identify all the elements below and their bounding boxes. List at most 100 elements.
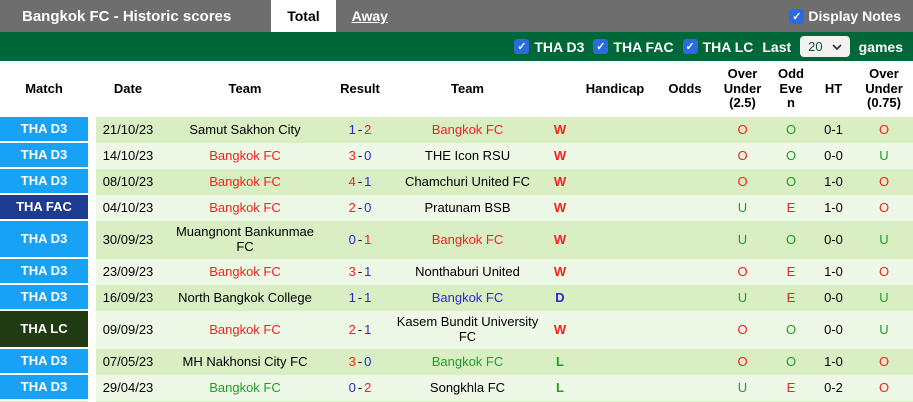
away-goals: 1	[364, 321, 372, 337]
result-letter: W	[545, 259, 575, 285]
home-goals: 4	[348, 173, 356, 189]
home-goals: 2	[348, 321, 356, 337]
column-divider	[88, 221, 96, 259]
odd-even-value: O	[770, 169, 812, 195]
games-label: games	[858, 38, 903, 55]
away-team-name: Chamchuri United FC	[405, 173, 530, 189]
odds-value	[655, 285, 715, 311]
league-badge: THA LC	[0, 311, 88, 349]
filter-tha-d3[interactable]: ✓ THA D3	[514, 39, 584, 55]
check-icon: ✓	[596, 41, 606, 53]
halftime-score: 1-0	[812, 349, 855, 375]
header-ht: HT	[824, 80, 843, 96]
filter-tha-fac[interactable]: ✓ THA FAC	[593, 39, 674, 55]
tab-away[interactable]: Away	[336, 0, 404, 32]
match-score: 3-0	[330, 349, 390, 375]
home-team: Bangkok FC	[160, 195, 330, 221]
table-header: Match Date Team Result Team Handicap Odd…	[0, 61, 913, 117]
tha-lc-checkbox[interactable]: ✓	[682, 39, 698, 54]
home-goals: 0	[348, 231, 356, 247]
match-date: 08/10/23	[96, 169, 160, 195]
match-date: 04/10/23	[96, 195, 160, 221]
odds-value	[655, 143, 715, 169]
home-team: Bangkok FC	[160, 169, 330, 195]
header-wdl	[545, 61, 575, 117]
home-goals: 3	[348, 147, 356, 163]
away-goals: 1	[364, 173, 372, 189]
result-letter: D	[545, 285, 575, 311]
league-badge: THA D3	[0, 285, 88, 311]
home-goals: 1	[348, 289, 356, 305]
header-odd-even: Odd Even	[778, 66, 804, 111]
league-label: THA D3	[20, 230, 68, 246]
result-letter: W	[545, 311, 575, 349]
column-divider	[88, 169, 96, 195]
away-goals: 2	[364, 121, 372, 137]
filter-tha-lc[interactable]: ✓ THA LC	[682, 39, 753, 55]
over-under-25-value: U	[715, 221, 770, 259]
league-badge: THA FAC	[0, 195, 88, 221]
home-team-name: Bangkok FC	[209, 147, 281, 163]
table-row: THA D3 30/09/23 Muangnont Bankunmae FC 0…	[0, 221, 913, 259]
league-badge: THA D3	[0, 169, 88, 195]
table-row: THA D3 16/09/23 North Bangkok College 1-…	[0, 285, 913, 311]
league-badge: THA D3	[0, 117, 88, 143]
over-under-075-value: O	[855, 169, 913, 195]
column-divider	[88, 61, 96, 117]
halftime-score: 0-2	[812, 375, 855, 401]
score-dash: -	[357, 379, 363, 395]
home-goals: 3	[348, 263, 356, 279]
match-date: 16/09/23	[96, 285, 160, 311]
over-under-075-value: U	[855, 143, 913, 169]
away-team-name: Bangkok FC	[431, 231, 504, 247]
odds-value	[655, 195, 715, 221]
home-team-name: Bangkok FC	[209, 199, 281, 215]
match-score: 2-0	[330, 195, 390, 221]
odds-value	[655, 169, 715, 195]
column-divider	[88, 143, 96, 169]
match-score: 0-1	[330, 221, 390, 259]
away-team: Songkhla FC	[390, 375, 545, 401]
header-team-away: Team	[451, 80, 484, 96]
league-label: THA FAC	[16, 198, 72, 214]
over-under-25-value: U	[715, 195, 770, 221]
display-notes-toggle[interactable]: ✓ Display Notes	[789, 0, 913, 32]
check-icon: ✓	[685, 41, 695, 53]
tha-fac-checkbox[interactable]: ✓	[593, 39, 609, 54]
tha-d3-checkbox[interactable]: ✓	[514, 39, 530, 54]
score-dash: -	[357, 173, 363, 189]
league-label: THA D3	[20, 120, 68, 136]
score-dash: -	[357, 321, 363, 337]
away-goals: 2	[364, 379, 372, 395]
home-team-name: Bangkok FC	[209, 173, 281, 189]
home-team: Bangkok FC	[160, 311, 330, 349]
league-badge: THA D3	[0, 375, 88, 401]
match-date: 29/04/23	[96, 375, 160, 401]
away-team: Bangkok FC	[390, 349, 545, 375]
away-team-name: Bangkok FC	[431, 121, 504, 137]
over-under-25-value: U	[715, 285, 770, 311]
score-dash: -	[357, 353, 363, 369]
over-under-25-value: O	[715, 259, 770, 285]
games-count-select[interactable]: 20	[800, 36, 850, 57]
league-badge: THA D3	[0, 349, 88, 375]
over-under-075-value: O	[855, 195, 913, 221]
handicap-value	[575, 311, 655, 349]
chevron-down-icon	[832, 43, 842, 50]
display-notes-checkbox[interactable]: ✓	[789, 8, 805, 24]
home-team: Muangnont Bankunmae FC	[160, 221, 330, 259]
home-goals: 1	[348, 121, 356, 137]
over-under-25-value: U	[715, 375, 770, 401]
away-team-name: Bangkok FC	[431, 353, 504, 369]
column-divider	[88, 285, 96, 311]
match-score: 4-1	[330, 169, 390, 195]
table-row: THA FAC 04/10/23 Bangkok FC 2-0 Pratunam…	[0, 195, 913, 221]
table-row: THA LC 09/09/23 Bangkok FC 2-1 Kasem Bun…	[0, 311, 913, 349]
away-goals: 1	[364, 263, 372, 279]
home-team-name: Bangkok FC	[209, 379, 281, 395]
odd-even-value: E	[770, 285, 812, 311]
last-label: Last	[762, 38, 792, 55]
tab-total[interactable]: Total	[271, 0, 336, 32]
home-team-name: Bangkok FC	[209, 263, 281, 279]
